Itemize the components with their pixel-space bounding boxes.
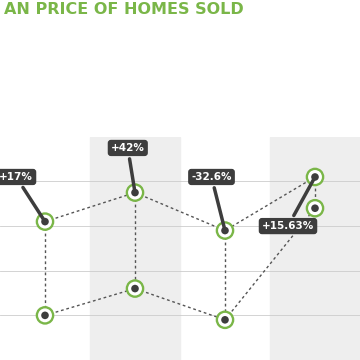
Point — [42, 312, 48, 318]
Text: +42%: +42% — [111, 143, 145, 190]
Point — [222, 317, 228, 323]
Point — [132, 190, 138, 195]
Text: -32.6%: -32.6% — [191, 172, 232, 228]
Point — [42, 312, 48, 318]
Point — [222, 317, 228, 323]
Point — [222, 228, 228, 233]
Point — [42, 219, 48, 225]
Point — [222, 228, 228, 233]
Point — [132, 286, 138, 292]
Bar — [90, 137, 180, 360]
Text: 7354: 7354 — [12, 46, 46, 59]
Point — [132, 286, 138, 292]
Point — [312, 174, 318, 180]
Point — [42, 219, 48, 225]
Point — [42, 219, 48, 225]
Point — [132, 190, 138, 195]
Text: +15.63%: +15.63% — [262, 179, 314, 231]
Point — [312, 205, 318, 211]
Point — [132, 286, 138, 292]
Point — [42, 312, 48, 318]
Point — [312, 205, 318, 211]
Point — [312, 174, 318, 180]
Text: EAR-OVER-YEAR PERCENTAGE CHANGE: EAR-OVER-YEAR PERCENTAGE CHANGE — [9, 23, 183, 32]
Point — [222, 317, 228, 323]
Bar — [270, 137, 360, 360]
Text: AN PRICE OF HOMES SOLD: AN PRICE OF HOMES SOLD — [4, 2, 243, 17]
Point — [222, 228, 228, 233]
Text: 77375: 77375 — [277, 46, 321, 59]
Point — [132, 190, 138, 195]
Point — [312, 174, 318, 180]
Point — [312, 205, 318, 211]
Text: 77362: 77362 — [187, 46, 230, 59]
Text: +17%: +17% — [0, 172, 44, 219]
Text: 77355: 77355 — [97, 46, 141, 59]
